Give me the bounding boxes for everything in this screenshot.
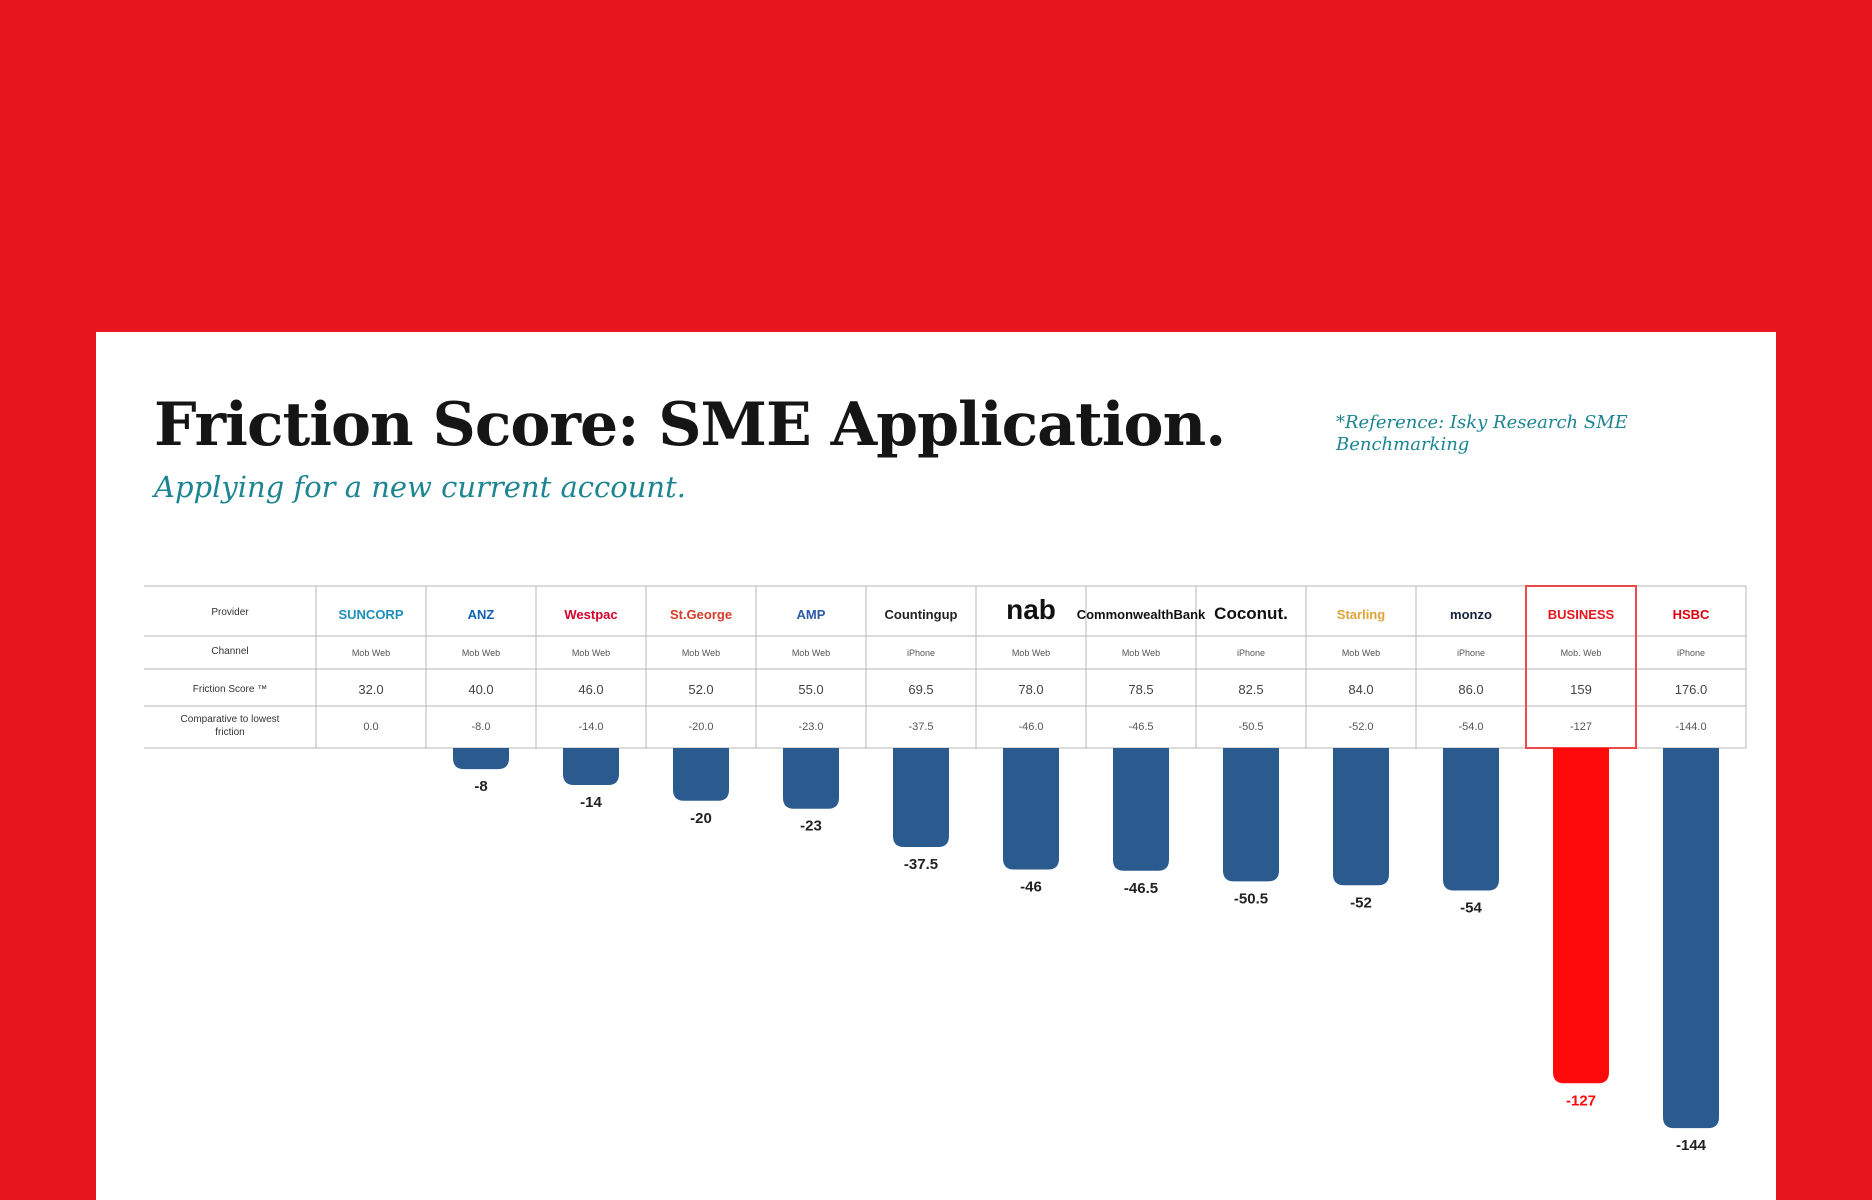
friction-score-cell: 52.0 <box>688 682 713 697</box>
channel-cell: iPhone <box>1237 648 1265 658</box>
comparative-cell: 0.0 <box>363 721 378 733</box>
comparative-cell: -14.0 <box>578 721 603 733</box>
bar-monzo <box>1443 748 1499 891</box>
channel-cell: Mob Web <box>792 648 830 658</box>
bar-Coconut. <box>1223 748 1279 882</box>
provider-logo: SUNCORP <box>338 607 403 622</box>
friction-score-cell: 176.0 <box>1675 682 1708 697</box>
provider-logo: CommonwealthBank <box>1077 607 1206 622</box>
comparative-cell: -127 <box>1570 721 1592 733</box>
provider-logo: monzo <box>1450 607 1492 622</box>
comparative-cell: -37.5 <box>908 721 933 733</box>
channel-cell: Mob Web <box>682 648 720 658</box>
friction-score-cell: 78.5 <box>1128 682 1153 697</box>
bar-Westpac <box>563 748 619 785</box>
page-title: Friction Score: SME Application. <box>154 390 1226 460</box>
friction-score-cell: 86.0 <box>1458 682 1483 697</box>
bar-HSBC <box>1663 748 1719 1129</box>
reference-note: *Reference: Isky Research SME Benchmarki… <box>1336 412 1628 455</box>
friction-score-cell: 69.5 <box>908 682 933 697</box>
provider-logo: Starling <box>1337 607 1385 622</box>
comparative-cell: -23.0 <box>798 721 823 733</box>
friction-score-cell: 46.0 <box>578 682 603 697</box>
data-label: -8 <box>474 778 487 795</box>
data-label: -46 <box>1020 878 1042 895</box>
channel-cell: Mob Web <box>352 648 390 658</box>
friction-score-cell: 78.0 <box>1018 682 1043 697</box>
comparative-cell: -20.0 <box>688 721 713 733</box>
bar-St.George <box>673 748 729 801</box>
comparative-cell: -8.0 <box>472 721 491 733</box>
friction-score-cell: 159 <box>1570 682 1592 697</box>
provider-logo: St.George <box>670 607 732 622</box>
comparative-cell: -50.5 <box>1238 721 1263 733</box>
data-label: -52 <box>1350 894 1372 911</box>
bar-ANZ <box>453 748 509 770</box>
chart-card: Friction Score: SME Application. Applyin… <box>96 332 1776 1200</box>
data-label: -46.5 <box>1124 880 1158 897</box>
provider-logo: ANZ <box>468 607 495 622</box>
channel-cell: Mob. Web <box>1561 648 1602 658</box>
row-label: Provider <box>211 607 249 618</box>
channel-cell: Mob Web <box>572 648 610 658</box>
row-label: Channel <box>211 646 248 657</box>
provider-logo: Countingup <box>885 607 958 622</box>
friction-chart: Provider Channel Friction Score ™ Comparati… <box>144 585 1747 1154</box>
provider-logo: Coconut. <box>1214 604 1288 623</box>
provider-logo: Westpac <box>564 607 617 622</box>
comparative-cell: -46.5 <box>1128 721 1153 733</box>
page-subtitle: Applying for a new current account. <box>154 470 686 504</box>
provider-logo: BUSINESS <box>1548 607 1615 622</box>
provider-logo: AMP <box>797 607 826 622</box>
channel-cell: iPhone <box>1457 648 1485 658</box>
friction-score-cell: 40.0 <box>468 682 493 697</box>
data-label: -54 <box>1460 900 1482 917</box>
friction-score-cell: 84.0 <box>1348 682 1373 697</box>
comparative-cell: -144.0 <box>1675 721 1706 733</box>
bar-BUSINESS <box>1553 748 1609 1084</box>
channel-cell: iPhone <box>1677 648 1705 658</box>
provider-logo: nab <box>1006 594 1056 625</box>
data-label: -20 <box>690 810 712 827</box>
channel-cell: Mob Web <box>1122 648 1160 658</box>
friction-score-cell: 55.0 <box>798 682 823 697</box>
data-label: -37.5 <box>904 856 938 873</box>
row-label: Friction Score ™ <box>193 684 267 695</box>
row-label: Comparative to lowest friction <box>181 714 280 738</box>
data-label: -14 <box>580 794 602 811</box>
channel-cell: Mob Web <box>462 648 500 658</box>
bar-AMP <box>783 748 839 809</box>
channel-cell: Mob Web <box>1012 648 1050 658</box>
data-label: -144 <box>1676 1137 1707 1154</box>
channel-cell: Mob Web <box>1342 648 1380 658</box>
bar-Starling <box>1333 748 1389 886</box>
data-label: -50.5 <box>1234 890 1268 907</box>
bar-Countingup <box>893 748 949 847</box>
comparative-cell: -54.0 <box>1458 721 1483 733</box>
data-label: -127 <box>1566 1092 1596 1109</box>
comparative-cell: -46.0 <box>1018 721 1043 733</box>
bar-nab <box>1003 748 1059 870</box>
friction-score-cell: 82.5 <box>1238 682 1263 697</box>
comparative-cell: -52.0 <box>1348 721 1373 733</box>
friction-score-cell: 32.0 <box>358 682 383 697</box>
bar-CommonwealthBank <box>1113 748 1169 871</box>
data-label: -23 <box>800 818 822 835</box>
provider-logo: HSBC <box>1673 607 1710 622</box>
channel-cell: iPhone <box>907 648 935 658</box>
